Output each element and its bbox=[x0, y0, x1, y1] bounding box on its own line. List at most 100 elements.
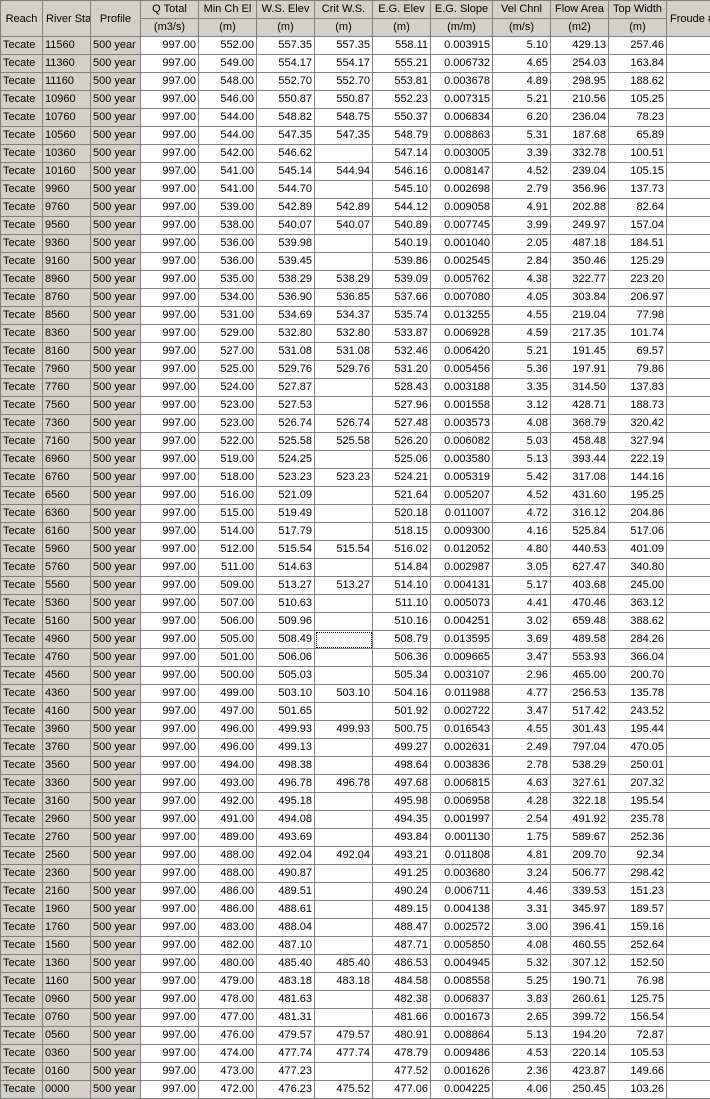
cell-area[interactable]: 460.55 bbox=[551, 937, 609, 955]
cell-eg[interactable]: 540.19 bbox=[373, 235, 431, 253]
cell-crit[interactable] bbox=[315, 703, 373, 721]
cell-top[interactable]: 366.04 bbox=[609, 649, 667, 667]
cell-vel[interactable]: 4.55 bbox=[493, 307, 551, 325]
col-header-slope[interactable]: E.G. Slope bbox=[431, 1, 493, 19]
cell-min[interactable]: 472.00 bbox=[199, 1081, 257, 1099]
cell-crit[interactable]: 552.70 bbox=[315, 73, 373, 91]
cell-top[interactable]: 79.86 bbox=[609, 361, 667, 379]
cell-crit[interactable]: 477.74 bbox=[315, 1045, 373, 1063]
cell-crit[interactable]: 536.85 bbox=[315, 289, 373, 307]
cell-eg[interactable]: 506.36 bbox=[373, 649, 431, 667]
col-header-q[interactable]: Q Total bbox=[141, 1, 199, 19]
table-row[interactable]: Tecate6560500 year997.00516.00521.09521.… bbox=[1, 487, 710, 505]
cell-top[interactable]: 76.98 bbox=[609, 973, 667, 991]
cell-crit[interactable]: 526.74 bbox=[315, 415, 373, 433]
table-row[interactable]: Tecate5760500 year997.00511.00514.63514.… bbox=[1, 559, 710, 577]
table-row[interactable]: Tecate7360500 year997.00523.00526.74526.… bbox=[1, 415, 710, 433]
cell-top[interactable]: 144.16 bbox=[609, 469, 667, 487]
cell-ws[interactable]: 554.17 bbox=[257, 55, 315, 73]
table-row[interactable]: Tecate8160500 year997.00527.00531.08531.… bbox=[1, 343, 710, 361]
cell-area[interactable]: 797.04 bbox=[551, 739, 609, 757]
cell-area[interactable]: 210.56 bbox=[551, 91, 609, 109]
cell-crit[interactable]: 479.57 bbox=[315, 1027, 373, 1045]
cell-top[interactable]: 257.46 bbox=[609, 37, 667, 55]
cell-top[interactable]: 517.06 bbox=[609, 523, 667, 541]
cell-fr[interactable]: 0.58 bbox=[667, 703, 710, 721]
cell-crit[interactable] bbox=[315, 613, 373, 631]
cell-ws[interactable]: 483.18 bbox=[257, 973, 315, 991]
cell-q[interactable]: 997.00 bbox=[141, 73, 199, 91]
cell-eg[interactable]: 558.11 bbox=[373, 37, 431, 55]
cell-slope[interactable]: 0.006082 bbox=[431, 433, 493, 451]
cell-crit[interactable] bbox=[315, 865, 373, 883]
cell-vel[interactable]: 4.46 bbox=[493, 883, 551, 901]
cell-crit[interactable] bbox=[315, 487, 373, 505]
cell-crit[interactable] bbox=[315, 919, 373, 937]
cell-crit[interactable]: 483.18 bbox=[315, 973, 373, 991]
cell-fr[interactable]: 0.76 bbox=[667, 415, 710, 433]
table-row[interactable]: Tecate7960500 year997.00525.00529.76529.… bbox=[1, 361, 710, 379]
table-row[interactable]: Tecate9360500 year997.00536.00539.98540.… bbox=[1, 235, 710, 253]
cell-eg[interactable]: 489.15 bbox=[373, 901, 431, 919]
cell-top[interactable]: 151.23 bbox=[609, 883, 667, 901]
cell-ws[interactable]: 496.78 bbox=[257, 775, 315, 793]
cell-top[interactable]: 105.15 bbox=[609, 163, 667, 181]
cell-slope[interactable]: 0.001040 bbox=[431, 235, 493, 253]
table-row[interactable]: Tecate9160500 year997.00536.00539.45539.… bbox=[1, 253, 710, 271]
cell-vel[interactable]: 4.28 bbox=[493, 793, 551, 811]
cell-eg[interactable]: 516.02 bbox=[373, 541, 431, 559]
cell-crit[interactable] bbox=[315, 235, 373, 253]
cell-ws[interactable]: 536.90 bbox=[257, 289, 315, 307]
cell-eg[interactable]: 514.10 bbox=[373, 577, 431, 595]
cell-eg[interactable]: 501.92 bbox=[373, 703, 431, 721]
cell-slope[interactable]: 0.003580 bbox=[431, 451, 493, 469]
cell-eg[interactable]: 508.79 bbox=[373, 631, 431, 649]
cell-crit[interactable] bbox=[315, 631, 373, 649]
cell-slope[interactable]: 0.002722 bbox=[431, 703, 493, 721]
table-row[interactable]: Tecate4360500 year997.00499.00503.10503.… bbox=[1, 685, 710, 703]
cell-eg[interactable]: 535.74 bbox=[373, 307, 431, 325]
col-header-eg[interactable]: E.G. Elev bbox=[373, 1, 431, 19]
cell-q[interactable]: 997.00 bbox=[141, 577, 199, 595]
cell-area[interactable]: 187.68 bbox=[551, 127, 609, 145]
table-row[interactable]: Tecate1960500 year997.00486.00488.61489.… bbox=[1, 901, 710, 919]
cell-min[interactable]: 486.00 bbox=[199, 901, 257, 919]
cell-ws[interactable]: 552.70 bbox=[257, 73, 315, 91]
cell-fr[interactable]: 0.89 bbox=[667, 775, 710, 793]
table-row[interactable]: Tecate11560500 year997.00552.00557.35557… bbox=[1, 37, 710, 55]
cell-ws[interactable]: 527.53 bbox=[257, 397, 315, 415]
cell-fr[interactable]: 0.48 bbox=[667, 739, 710, 757]
cell-min[interactable]: 529.00 bbox=[199, 325, 257, 343]
cell-ws[interactable]: 498.38 bbox=[257, 757, 315, 775]
table-row[interactable]: Tecate7160500 year997.00522.00525.58525.… bbox=[1, 433, 710, 451]
cell-slope[interactable]: 0.011808 bbox=[431, 847, 493, 865]
cell-slope[interactable]: 0.005762 bbox=[431, 271, 493, 289]
cell-fr[interactable]: 1.00 bbox=[667, 199, 710, 217]
cell-eg[interactable]: 504.16 bbox=[373, 685, 431, 703]
cell-slope[interactable]: 0.012052 bbox=[431, 541, 493, 559]
table-row[interactable]: Tecate2560500 year997.00488.00492.04492.… bbox=[1, 847, 710, 865]
cell-fr[interactable]: 1.00 bbox=[667, 1045, 710, 1063]
cell-ws[interactable]: 488.61 bbox=[257, 901, 315, 919]
cell-q[interactable]: 997.00 bbox=[141, 901, 199, 919]
col-header-fr[interactable]: Froude # Chl bbox=[667, 1, 710, 37]
cell-q[interactable]: 997.00 bbox=[141, 91, 199, 109]
cell-min[interactable]: 523.00 bbox=[199, 415, 257, 433]
cell-slope[interactable]: 0.005850 bbox=[431, 937, 493, 955]
cell-min[interactable]: 536.00 bbox=[199, 253, 257, 271]
cell-eg[interactable]: 527.96 bbox=[373, 397, 431, 415]
cell-vel[interactable]: 5.03 bbox=[493, 433, 551, 451]
cell-crit[interactable] bbox=[315, 667, 373, 685]
cell-top[interactable]: 77.98 bbox=[609, 307, 667, 325]
cell-area[interactable]: 307.12 bbox=[551, 955, 609, 973]
cell-area[interactable]: 487.18 bbox=[551, 235, 609, 253]
cell-q[interactable]: 997.00 bbox=[141, 937, 199, 955]
cell-vel[interactable]: 4.63 bbox=[493, 775, 551, 793]
cell-eg[interactable]: 518.15 bbox=[373, 523, 431, 541]
cell-min[interactable]: 496.00 bbox=[199, 721, 257, 739]
cell-top[interactable]: 101.74 bbox=[609, 325, 667, 343]
cell-q[interactable]: 997.00 bbox=[141, 253, 199, 271]
cell-area[interactable]: 627.47 bbox=[551, 559, 609, 577]
cell-vel[interactable]: 2.65 bbox=[493, 1009, 551, 1027]
cell-fr[interactable]: 0.62 bbox=[667, 379, 710, 397]
